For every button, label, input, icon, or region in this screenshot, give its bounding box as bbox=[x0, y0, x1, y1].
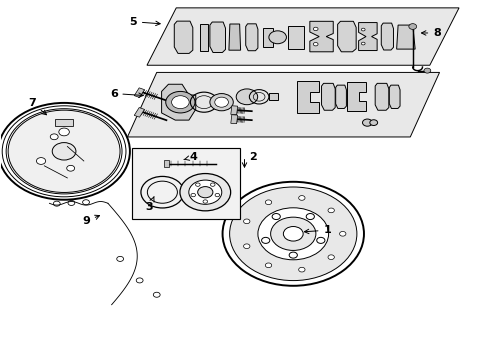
Circle shape bbox=[214, 97, 228, 107]
Text: 4: 4 bbox=[183, 152, 197, 162]
Circle shape bbox=[288, 252, 297, 258]
Circle shape bbox=[165, 91, 195, 113]
Bar bbox=[230, 106, 237, 115]
Circle shape bbox=[210, 183, 215, 186]
Polygon shape bbox=[161, 84, 195, 120]
Bar bbox=[263, 28, 272, 47]
Bar bbox=[134, 108, 144, 117]
Polygon shape bbox=[209, 22, 225, 53]
Circle shape bbox=[423, 68, 430, 73]
Circle shape bbox=[59, 128, 69, 136]
Circle shape bbox=[203, 200, 207, 203]
Polygon shape bbox=[335, 85, 346, 108]
Circle shape bbox=[362, 119, 371, 126]
Bar bbox=[288, 26, 304, 49]
Circle shape bbox=[298, 195, 305, 200]
Text: 8: 8 bbox=[421, 28, 440, 38]
Circle shape bbox=[408, 24, 416, 30]
Circle shape bbox=[313, 27, 317, 31]
Circle shape bbox=[215, 193, 219, 197]
Circle shape bbox=[361, 42, 365, 45]
Polygon shape bbox=[127, 72, 439, 137]
Circle shape bbox=[327, 208, 334, 213]
Polygon shape bbox=[396, 25, 414, 49]
Polygon shape bbox=[358, 23, 376, 50]
Circle shape bbox=[316, 237, 324, 243]
Circle shape bbox=[243, 219, 249, 224]
Circle shape bbox=[236, 89, 257, 105]
Text: 2: 2 bbox=[249, 152, 257, 162]
Polygon shape bbox=[174, 21, 192, 53]
Circle shape bbox=[188, 180, 222, 204]
Circle shape bbox=[8, 110, 120, 193]
Bar bbox=[134, 88, 144, 98]
Bar bbox=[199, 24, 208, 51]
Bar bbox=[268, 93, 277, 100]
Circle shape bbox=[261, 237, 269, 243]
Polygon shape bbox=[147, 8, 458, 65]
Polygon shape bbox=[346, 82, 366, 111]
Text: 9: 9 bbox=[82, 215, 100, 226]
Polygon shape bbox=[337, 21, 355, 52]
Circle shape bbox=[257, 208, 328, 260]
Text: 6: 6 bbox=[110, 89, 118, 99]
Circle shape bbox=[305, 213, 314, 220]
Circle shape bbox=[313, 42, 317, 46]
Polygon shape bbox=[374, 84, 388, 110]
Polygon shape bbox=[296, 81, 318, 113]
Circle shape bbox=[197, 186, 212, 198]
Circle shape bbox=[66, 165, 75, 171]
Circle shape bbox=[191, 193, 195, 197]
Circle shape bbox=[243, 244, 249, 249]
Polygon shape bbox=[245, 24, 257, 51]
Circle shape bbox=[37, 158, 45, 165]
Bar bbox=[164, 160, 169, 167]
Circle shape bbox=[327, 255, 334, 260]
Circle shape bbox=[195, 183, 200, 186]
Circle shape bbox=[369, 120, 377, 126]
Circle shape bbox=[283, 226, 303, 241]
Circle shape bbox=[339, 231, 345, 236]
Circle shape bbox=[265, 200, 271, 204]
Circle shape bbox=[229, 187, 356, 280]
Bar bbox=[230, 115, 237, 124]
Circle shape bbox=[171, 96, 189, 109]
Text: 3: 3 bbox=[145, 197, 154, 212]
Polygon shape bbox=[321, 84, 334, 110]
Bar bbox=[132, 148, 239, 220]
Polygon shape bbox=[228, 24, 240, 50]
Text: 7: 7 bbox=[28, 98, 46, 115]
Circle shape bbox=[52, 143, 76, 160]
Bar bbox=[55, 119, 73, 126]
Circle shape bbox=[50, 134, 58, 140]
Polygon shape bbox=[381, 23, 393, 50]
Text: 1: 1 bbox=[304, 225, 330, 235]
Circle shape bbox=[209, 94, 233, 111]
Circle shape bbox=[268, 31, 286, 44]
Text: 5: 5 bbox=[129, 17, 137, 27]
Polygon shape bbox=[388, 85, 399, 108]
Circle shape bbox=[271, 213, 280, 220]
Circle shape bbox=[265, 263, 271, 267]
Circle shape bbox=[270, 217, 315, 251]
Circle shape bbox=[180, 174, 230, 211]
Circle shape bbox=[361, 28, 365, 31]
Polygon shape bbox=[309, 21, 332, 52]
Circle shape bbox=[298, 267, 305, 272]
